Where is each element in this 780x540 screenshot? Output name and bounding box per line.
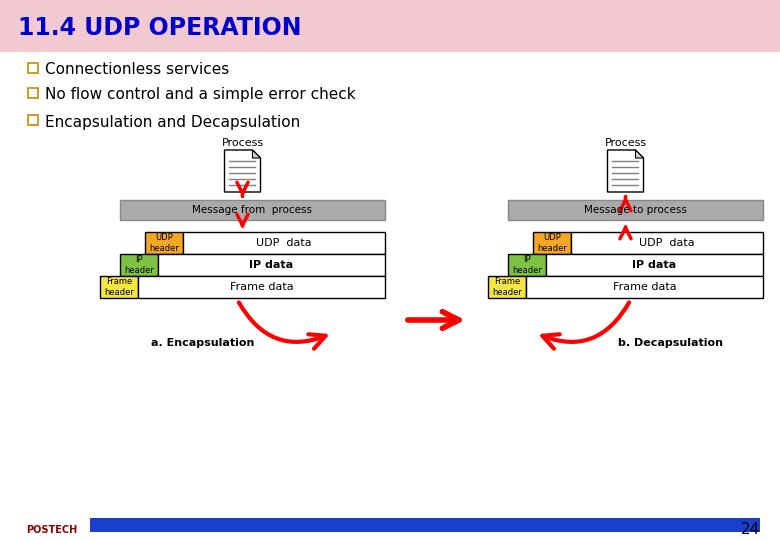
- Bar: [28, 63, 38, 73]
- Text: POSTECH: POSTECH: [27, 525, 78, 535]
- Polygon shape: [608, 150, 644, 192]
- Text: IP
header: IP header: [124, 255, 154, 275]
- Polygon shape: [253, 150, 261, 158]
- FancyArrowPatch shape: [542, 302, 629, 349]
- Bar: [546, 254, 763, 276]
- Bar: [488, 276, 526, 298]
- Text: Frame data: Frame data: [612, 282, 676, 292]
- Bar: [526, 276, 763, 298]
- Text: Frame
header: Frame header: [104, 278, 134, 296]
- Text: Frame data: Frame data: [229, 282, 293, 292]
- FancyArrowPatch shape: [239, 302, 325, 349]
- Bar: [90, 518, 760, 532]
- Text: Process: Process: [604, 138, 647, 148]
- Text: Frame
header: Frame header: [492, 278, 522, 296]
- Text: a. Encapsulation: a. Encapsulation: [151, 338, 254, 348]
- FancyArrowPatch shape: [408, 312, 459, 328]
- Text: UDP
header: UDP header: [149, 233, 179, 253]
- Text: b. Decapsulation: b. Decapsulation: [618, 338, 723, 348]
- Bar: [533, 232, 571, 254]
- Text: No flow control and a simple error check: No flow control and a simple error check: [45, 87, 356, 103]
- Bar: [120, 254, 158, 276]
- Text: Process: Process: [222, 138, 264, 148]
- Polygon shape: [636, 150, 643, 158]
- Bar: [28, 115, 38, 125]
- Bar: [0, 0, 780, 52]
- Text: Message from  process: Message from process: [193, 205, 313, 215]
- Polygon shape: [225, 150, 261, 192]
- Text: IP
header: IP header: [512, 255, 542, 275]
- Text: Message to process: Message to process: [584, 205, 687, 215]
- Bar: [508, 200, 763, 220]
- Text: Encapsulation and Decapsulation: Encapsulation and Decapsulation: [45, 114, 300, 130]
- Text: Connectionless services: Connectionless services: [45, 63, 229, 78]
- Bar: [138, 276, 385, 298]
- Bar: [508, 254, 546, 276]
- Text: 11.4 UDP OPERATION: 11.4 UDP OPERATION: [18, 16, 302, 40]
- Text: UDP  data: UDP data: [639, 238, 695, 248]
- Text: UDP
header: UDP header: [537, 233, 567, 253]
- Bar: [183, 232, 385, 254]
- Bar: [571, 232, 763, 254]
- Bar: [28, 88, 38, 98]
- Text: UDP  data: UDP data: [256, 238, 312, 248]
- Bar: [158, 254, 385, 276]
- Bar: [120, 200, 385, 220]
- Text: IP data: IP data: [250, 260, 293, 270]
- Text: IP data: IP data: [633, 260, 676, 270]
- Text: 24: 24: [740, 523, 760, 537]
- Bar: [100, 276, 138, 298]
- Bar: [145, 232, 183, 254]
